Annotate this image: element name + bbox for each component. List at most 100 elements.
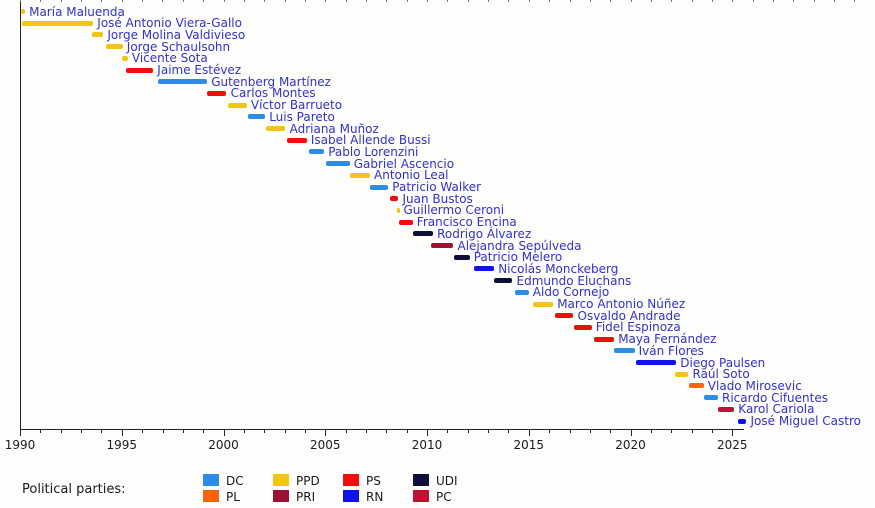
x-minor-tick [243, 430, 245, 433]
x-minor-tick [508, 430, 510, 433]
x-minor-tick [162, 430, 164, 433]
x-axis-tick-label: 2000 [208, 438, 239, 452]
top-minor-tick [203, 0, 205, 2]
person-name-label: María Maluenda [29, 4, 125, 19]
legend-title: Political parties: [22, 482, 126, 497]
legend-label-pl: PL [226, 490, 240, 504]
term-bar-ppd [227, 102, 247, 108]
top-minor-tick [284, 0, 286, 2]
x-axis-tick-label: 2005 [310, 438, 341, 452]
top-minor-tick [854, 0, 856, 2]
person-name-label: Maya Fernández [618, 332, 717, 347]
term-bar-ps [125, 67, 154, 73]
person-name-label: Fidel Espinoza [595, 320, 681, 335]
person-name-label: Guillermo Ceroni [403, 203, 505, 218]
x-minor-tick [101, 430, 103, 433]
legend-swatch-pri [273, 490, 289, 502]
y-axis-spine [20, 2, 21, 429]
person-name-label: Jorge Molina Valdivieso [107, 27, 246, 42]
x-minor-tick [40, 430, 42, 433]
top-minor-tick [549, 0, 551, 2]
x-minor-tick [406, 430, 408, 433]
x-minor-tick [671, 430, 673, 433]
x-major-tick [325, 430, 327, 436]
legend-swatch-ppd [273, 474, 289, 486]
term-bar-ppd [532, 301, 554, 307]
top-minor-tick [20, 0, 21, 2]
x-minor-tick [488, 430, 490, 433]
term-bar-ps [593, 336, 615, 342]
person-name-label: Karol Cariola [738, 402, 815, 417]
top-minor-tick [101, 0, 103, 2]
term-bar-ps [555, 313, 574, 319]
top-minor-tick [427, 0, 428, 2]
term-bar-dc [614, 348, 635, 354]
term-bar-udi [412, 231, 434, 237]
top-minor-tick [508, 0, 510, 2]
top-minor-tick [60, 0, 62, 2]
x-minor-tick [366, 430, 367, 433]
legend-label-ps: PS [366, 474, 381, 488]
term-bar-dc [309, 149, 325, 155]
person-name-label: Vicente Sota [131, 51, 208, 66]
term-bar-rn [473, 266, 495, 272]
term-bar-rn [738, 418, 747, 424]
x-minor-tick [386, 430, 388, 433]
legend-swatch-ps [343, 474, 359, 486]
legend-label-udi: UDI [436, 474, 458, 488]
person-name-label: Raúl Soto [692, 367, 750, 382]
person-name-label: Patricio Walker [392, 180, 482, 194]
x-minor-tick [203, 430, 205, 433]
x-minor-tick [610, 430, 612, 433]
term-bar-ppd [266, 126, 286, 131]
term-bar-dc [514, 289, 529, 295]
term-bar-ps [398, 219, 413, 225]
term-bar-ppd [21, 9, 26, 14]
x-minor-tick [691, 430, 693, 433]
top-minor-tick [813, 0, 815, 2]
term-bar-ppd [121, 55, 128, 61]
top-minor-tick [81, 0, 83, 2]
person-name-label: Jorge Schaulsohn [126, 39, 231, 54]
x-minor-tick [182, 430, 184, 433]
term-bar-pc [718, 406, 735, 412]
x-axis-tick-label: 2015 [513, 438, 545, 452]
term-bar-pl [688, 383, 704, 389]
x-axis-tick-label: 1990 [4, 438, 36, 452]
top-minor-tick [121, 0, 123, 2]
legend-swatch-dc [203, 474, 219, 486]
person-name-label: José Antonio Viera-Gallo [97, 16, 242, 31]
person-name-label: Iván Flores [638, 343, 704, 358]
term-bar-udi [453, 254, 470, 260]
term-bar-dc [247, 114, 266, 120]
person-name-label: Carlos Montes [230, 86, 316, 101]
x-minor-tick [81, 430, 83, 433]
x-axis-tick-label: 2025 [717, 438, 748, 452]
top-minor-tick [264, 0, 266, 2]
top-minor-tick [773, 0, 774, 2]
person-name-label: Luis Pareto [269, 109, 335, 124]
x-minor-tick [264, 430, 266, 433]
x-major-tick [121, 430, 123, 436]
x-minor-tick [711, 430, 713, 433]
term-bar-ps [573, 324, 592, 330]
top-minor-tick [610, 0, 612, 2]
x-minor-tick [569, 430, 571, 433]
term-bar-dc [703, 395, 718, 401]
top-minor-tick [630, 0, 632, 2]
top-minor-tick [834, 0, 835, 2]
top-minor-tick [711, 0, 713, 2]
term-bar-ppd [92, 32, 104, 38]
person-name-label: Diego Paulsen [680, 355, 766, 370]
top-minor-tick [569, 0, 571, 2]
person-name-label: Isabel Allende Bussi [310, 133, 431, 148]
person-name-label: Patricio Melero [473, 250, 563, 265]
top-minor-tick [345, 0, 347, 2]
term-bar-dc [326, 161, 350, 167]
top-minor-tick [488, 0, 490, 2]
term-bar-pri [431, 243, 454, 248]
x-axis-tick-label: 2020 [615, 438, 646, 452]
term-bar-ppd [349, 172, 371, 178]
term-bar-ps [286, 137, 307, 143]
person-name-label: Nicolás Monckeberg [498, 261, 619, 276]
